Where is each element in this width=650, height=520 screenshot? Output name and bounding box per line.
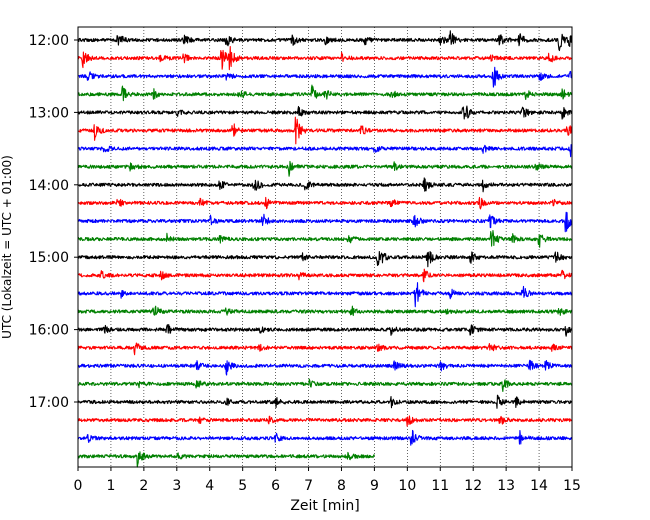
- x-tick-label: 6: [271, 478, 280, 494]
- x-axis-ticks: 0 1 2 3 4 5 6 7 8 9 10 11 12 13 14 15: [74, 467, 581, 494]
- trace-1330: [77, 144, 573, 158]
- x-axis-title: Zeit [min]: [290, 498, 359, 514]
- trace-1745: [77, 451, 375, 468]
- y-tick-label: 14:00: [29, 178, 69, 194]
- x-tick-label: 8: [337, 478, 346, 494]
- trace-1700: [77, 394, 573, 409]
- x-tick-label: 7: [304, 478, 313, 494]
- x-tick-label: 12: [464, 478, 482, 494]
- y-axis-ticks: 12:00 13:00 14:00 15:00 16:00 17:00: [29, 33, 78, 411]
- trace-1400: [77, 177, 573, 193]
- trace-1600: [77, 324, 573, 337]
- x-tick-label: 0: [74, 478, 83, 494]
- trace-1430: [77, 211, 573, 233]
- seismogram-traces: [77, 30, 573, 468]
- trace-1615: [77, 342, 573, 356]
- trace-1545: [77, 305, 573, 317]
- x-tick-label: 9: [370, 478, 379, 494]
- trace-1500: [77, 250, 573, 268]
- y-axis-title: UTC (Lokalzeit = UTC + 01:00): [0, 155, 14, 339]
- y-tick-label: 17:00: [29, 395, 69, 411]
- y-tick-label: 16:00: [29, 323, 69, 339]
- trace-1200: [77, 30, 573, 52]
- trace-1530: [77, 282, 573, 308]
- trace-1645: [77, 378, 573, 393]
- trace-1515: [77, 268, 573, 283]
- x-tick-label: 15: [563, 478, 581, 494]
- plot-frame: [77, 26, 573, 468]
- trace-1730: [77, 429, 573, 446]
- trace-1415: [77, 196, 573, 210]
- y-tick-label: 13:00: [29, 105, 69, 121]
- x-tick-label: 13: [497, 478, 515, 494]
- trace-1300: [77, 105, 573, 120]
- trace-1215: [77, 46, 573, 71]
- trace-1715: [77, 415, 573, 427]
- x-tick-label: 3: [172, 478, 181, 494]
- trace-1630: [77, 359, 573, 376]
- x-tick-label: 5: [238, 478, 247, 494]
- trace-1245: [77, 84, 573, 102]
- x-tick-label: 4: [205, 478, 214, 494]
- x-tick-label: 11: [431, 478, 449, 494]
- x-tick-label: 1: [106, 478, 115, 494]
- trace-1230: [77, 66, 573, 88]
- trace-1445: [77, 229, 573, 248]
- y-tick-label: 15:00: [29, 250, 69, 266]
- grid-lines: [110, 27, 540, 467]
- y-tick-label: 12:00: [29, 33, 69, 49]
- x-tick-label: 2: [139, 478, 148, 494]
- x-tick-label: 10: [398, 478, 416, 494]
- trace-1315: [77, 116, 573, 145]
- x-tick-label: 14: [530, 478, 548, 494]
- trace-1345: [77, 160, 573, 177]
